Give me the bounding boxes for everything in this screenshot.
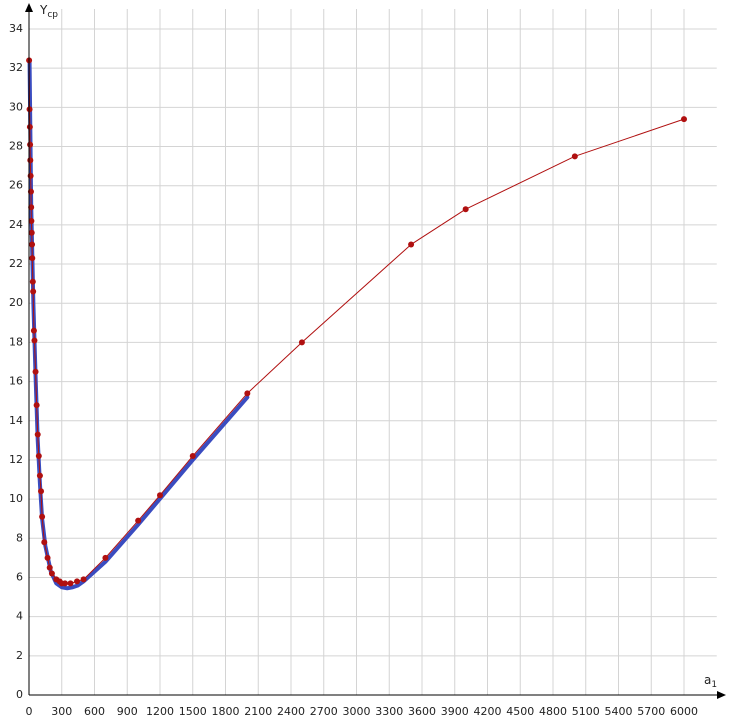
data-point xyxy=(67,580,74,587)
data-point xyxy=(74,578,81,585)
data-point xyxy=(28,204,35,211)
data-point xyxy=(462,206,469,213)
data-point xyxy=(80,576,87,583)
x-tick-label: 1200 xyxy=(146,705,174,718)
data-point xyxy=(35,453,42,460)
y-tick-label: 12 xyxy=(9,453,23,466)
y-axis-label: Yср xyxy=(39,3,58,20)
x-tick-label: 2700 xyxy=(310,705,338,718)
x-tick-label: 3600 xyxy=(408,705,436,718)
x-tick-label: 2100 xyxy=(244,705,272,718)
y-tick-label: 26 xyxy=(9,179,23,192)
data-point xyxy=(31,337,38,344)
data-point xyxy=(189,453,196,460)
data-point xyxy=(29,255,36,262)
x-tick-label: 1500 xyxy=(179,705,207,718)
x-tick-label: 3000 xyxy=(343,705,371,718)
data-point xyxy=(102,554,109,561)
y-tick-label: 6 xyxy=(16,570,23,583)
y-tick-label: 8 xyxy=(16,531,23,544)
data-point xyxy=(571,153,578,160)
x-tick-label: 6000 xyxy=(670,705,698,718)
y-tick-label: 24 xyxy=(9,218,23,231)
x-tick-label: 0 xyxy=(26,705,33,718)
data-point xyxy=(44,554,51,561)
data-point xyxy=(244,390,251,397)
data-point xyxy=(681,116,687,123)
series xyxy=(26,57,687,591)
data-point xyxy=(32,368,39,375)
data-point xyxy=(28,217,35,224)
y-tick-label: 20 xyxy=(9,296,23,309)
y-tick-label: 22 xyxy=(9,257,23,270)
x-tick-label: 3900 xyxy=(441,705,469,718)
data-point xyxy=(29,241,36,248)
data-point xyxy=(27,157,34,164)
data-point xyxy=(48,570,55,577)
y-label-sub: ср xyxy=(47,10,58,20)
x-tick-label: 5100 xyxy=(572,705,600,718)
data-point xyxy=(41,539,48,546)
grid xyxy=(28,9,717,696)
data-point xyxy=(30,327,37,334)
y-tick-label: 30 xyxy=(9,100,23,113)
x-tick-label: 4200 xyxy=(474,705,502,718)
x-axis-label: a1 xyxy=(704,673,717,690)
y-tick-label: 10 xyxy=(9,492,23,505)
x-tick-label: 1800 xyxy=(212,705,240,718)
x-tick-label: 300 xyxy=(51,705,72,718)
data-point xyxy=(135,517,142,524)
x-label-sub: 1 xyxy=(711,680,717,690)
x-tick-label: 600 xyxy=(84,705,105,718)
data-point xyxy=(46,564,53,571)
x-tick-label: 4800 xyxy=(539,705,567,718)
x-label-main: a xyxy=(704,673,711,687)
y-tick-label: 0 xyxy=(16,688,23,701)
y-tick-label: 34 xyxy=(9,22,23,35)
data-point xyxy=(30,288,37,295)
data-point xyxy=(34,431,41,438)
y-tick-label: 2 xyxy=(16,649,23,662)
data-point xyxy=(408,241,415,248)
data-point xyxy=(157,492,163,499)
data-point xyxy=(298,339,305,346)
data-point xyxy=(33,402,40,409)
y-tick-label: 28 xyxy=(9,140,23,153)
x-tick-label: 4500 xyxy=(506,705,534,718)
x-tick-label: 900 xyxy=(117,705,138,718)
y-label-main: Y xyxy=(39,3,48,17)
data-point xyxy=(29,278,36,285)
y-tick-label: 18 xyxy=(9,335,23,348)
y-tick-label: 4 xyxy=(16,610,23,623)
data-point xyxy=(27,141,34,148)
y-tick-label: 14 xyxy=(9,414,23,427)
x-tick-label: 2400 xyxy=(277,705,305,718)
x-tick-label: 5700 xyxy=(637,705,665,718)
data-point xyxy=(38,488,45,495)
y-arrow xyxy=(25,3,33,12)
y-tick-label: 32 xyxy=(9,61,23,74)
data-point xyxy=(36,472,43,479)
data-point xyxy=(39,513,46,520)
y-tick-label: 16 xyxy=(9,375,23,388)
x-arrow xyxy=(717,691,726,699)
data-point xyxy=(26,106,33,113)
x-tick-label: 5400 xyxy=(605,705,633,718)
data-point xyxy=(26,123,33,130)
x-tick-label: 3300 xyxy=(375,705,403,718)
data-point xyxy=(62,580,69,587)
data-point xyxy=(28,229,35,236)
